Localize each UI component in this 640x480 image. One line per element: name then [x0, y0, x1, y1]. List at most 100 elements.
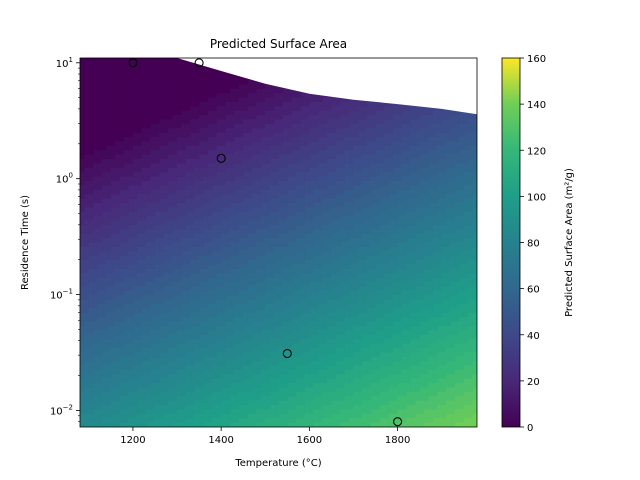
contour-cell: [256, 132, 262, 138]
contour-cell: [296, 277, 302, 283]
contour-cell: [318, 207, 324, 213]
contour-cell: [335, 189, 341, 195]
contour-cell: [309, 255, 315, 261]
contour-cell: [106, 273, 112, 279]
contour-cell: [322, 145, 328, 151]
contour-cell: [163, 75, 169, 81]
contour-cell: [318, 260, 324, 266]
contour-cell: [291, 216, 297, 222]
contour-cell: [102, 62, 108, 68]
contour-cell: [291, 211, 297, 217]
contour-cell: [322, 132, 328, 138]
contour-cell: [141, 260, 147, 266]
contour-cell: [93, 405, 99, 411]
contour-cell: [216, 330, 222, 336]
contour-cell: [181, 405, 187, 411]
contour-cell: [247, 299, 253, 305]
contour-cell: [331, 216, 337, 222]
contour-cell: [269, 145, 275, 151]
contour-cell: [304, 418, 310, 424]
contour-cell: [132, 132, 138, 138]
contour-cell: [159, 79, 165, 85]
contour-cell: [106, 242, 112, 248]
contour-cell: [110, 299, 116, 305]
contour-cell: [115, 150, 121, 156]
contour-cell: [146, 79, 152, 85]
contour-cell: [260, 163, 266, 169]
contour-cell: [265, 418, 271, 424]
contour-cell: [119, 185, 125, 191]
contour-cell: [296, 352, 302, 358]
contour-cell: [93, 88, 99, 94]
contour-cell: [88, 79, 94, 85]
contour-cell: [212, 409, 218, 415]
contour-cell: [172, 418, 178, 424]
contour-cell: [212, 299, 218, 305]
contour-cell: [137, 405, 143, 411]
contour-cell: [282, 93, 288, 99]
contour-cell: [318, 154, 324, 160]
contour-cell: [269, 251, 275, 257]
contour-cell: [181, 211, 187, 217]
contour-cell: [291, 339, 297, 345]
contour-cell: [331, 106, 337, 112]
contour-cell: [106, 356, 112, 362]
contour-cell: [207, 176, 213, 182]
contour-cell: [80, 132, 86, 138]
contour-cell: [340, 119, 346, 125]
contour-cell: [199, 238, 205, 244]
contour-cell: [115, 400, 121, 406]
contour-cell: [216, 97, 222, 103]
contour-cell: [132, 97, 138, 103]
contour-cell: [318, 317, 324, 323]
contour-cell: [234, 172, 240, 178]
contour-cell: [318, 97, 324, 103]
contour-cell: [110, 290, 116, 296]
contour-cell: [124, 137, 130, 143]
contour-cell: [260, 106, 266, 112]
contour-cell: [102, 145, 108, 151]
contour-cell: [190, 211, 196, 217]
contour-cell: [225, 233, 231, 239]
contour-cell: [168, 229, 174, 235]
contour-cell: [322, 352, 328, 358]
contour-cell: [141, 405, 147, 411]
contour-cell: [216, 93, 222, 99]
contour-cell: [190, 154, 196, 160]
contour-cell: [212, 391, 218, 397]
contour-cell: [335, 110, 341, 116]
contour-cell: [119, 181, 125, 186]
contour-cell: [124, 295, 130, 301]
contour-cell: [185, 321, 191, 327]
contour-cell: [203, 71, 209, 77]
contour-cell: [154, 172, 160, 178]
contour-cell: [260, 409, 266, 415]
contour-cell: [115, 413, 121, 419]
contour-cell: [80, 396, 86, 402]
contour-cell: [84, 123, 90, 129]
contour-cell: [327, 167, 333, 173]
contour-cell: [102, 286, 108, 292]
contour-cell: [287, 220, 293, 226]
contour-cell: [128, 93, 134, 99]
contour-cell: [110, 251, 116, 257]
contour-cell: [221, 176, 227, 182]
contour-cell: [97, 101, 103, 107]
contour-cell: [177, 198, 183, 204]
contour-cell: [309, 211, 315, 217]
contour-cell: [300, 229, 306, 235]
contour-cell: [172, 75, 178, 81]
contour-cell: [327, 308, 333, 314]
contour-cell: [110, 273, 116, 279]
contour-cell: [309, 207, 315, 213]
contour-cell: [238, 123, 244, 129]
contour-cell: [221, 295, 227, 301]
contour-cell: [119, 347, 125, 353]
contour-cell: [128, 334, 134, 340]
contour-cell: [80, 264, 86, 270]
contour-cell: [212, 224, 218, 230]
contour-cell: [265, 260, 271, 266]
contour-cell: [282, 260, 288, 266]
contour-cell: [141, 242, 147, 248]
contour-cell: [229, 418, 235, 424]
